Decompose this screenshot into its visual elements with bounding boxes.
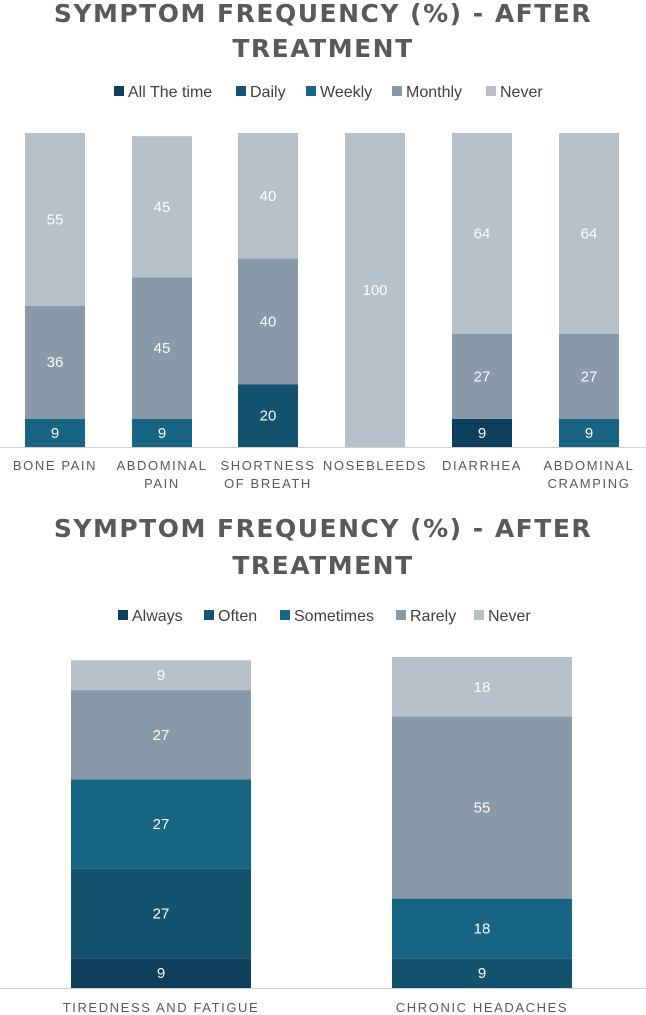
- legend-swatch: [118, 610, 128, 620]
- data-label: 18: [474, 679, 491, 696]
- legend-label: Rarely: [410, 608, 456, 625]
- category-label: TIREDNESS AND FATIGUE: [63, 1000, 260, 1015]
- bar-segment-monthly: [238, 258, 298, 385]
- bar-segment-never: [559, 133, 619, 334]
- bar-segment-never: [452, 133, 512, 334]
- legend-label: Sometimes: [294, 608, 374, 625]
- bar-segment-never: [392, 657, 572, 717]
- data-label: 9: [478, 965, 486, 982]
- chart-2-title-line-1: SYMPTOM FREQUENCY (%) - AFTER: [54, 514, 592, 543]
- bar-segment-sometimes: [71, 779, 251, 869]
- bar-segment-all-the-time: [452, 418, 512, 447]
- bar-segment-never: [25, 133, 85, 306]
- data-label: 9: [157, 667, 165, 684]
- data-label: 9: [585, 425, 593, 442]
- data-label: 27: [153, 906, 170, 923]
- category-label: CRAMPING: [548, 476, 631, 491]
- legend-swatch: [114, 86, 124, 96]
- bar-segment-never: [71, 660, 251, 691]
- data-label: 40: [260, 188, 277, 205]
- category-label: ABDOMINAL: [544, 458, 635, 473]
- legend-swatch: [280, 610, 290, 620]
- legend-label: Weekly: [320, 84, 372, 101]
- legend-swatch: [396, 610, 406, 620]
- data-label: 45: [154, 199, 171, 216]
- bar-segment-never: [345, 133, 405, 447]
- bar-segment-always: [71, 958, 251, 988]
- legend-label: Monthly: [406, 84, 462, 101]
- category-label: DIARRHEA: [442, 458, 522, 473]
- bar-segment-often: [392, 958, 572, 988]
- legend-item-never: Never: [486, 84, 543, 101]
- chart-1-title-line-1: SYMPTOM FREQUENCY (%) - AFTER: [54, 0, 592, 28]
- data-label: 100: [362, 282, 387, 299]
- legend-label: Often: [218, 608, 257, 625]
- legend-swatch: [306, 86, 316, 96]
- data-label: 27: [153, 816, 170, 833]
- data-label: 45: [154, 340, 171, 357]
- legend-item-sometimes: Sometimes: [280, 608, 374, 625]
- data-label: 64: [581, 225, 598, 242]
- data-label: 27: [581, 368, 598, 385]
- legend-item-never: Never: [474, 608, 531, 625]
- bar-segment-rarely: [392, 716, 572, 899]
- data-label: 36: [47, 354, 64, 371]
- legend-label: Daily: [250, 84, 286, 101]
- data-label: 55: [474, 800, 491, 817]
- data-label: 64: [474, 225, 491, 242]
- bar-segment-often: [71, 868, 251, 959]
- legend-swatch: [474, 610, 484, 620]
- bar-segment-never: [238, 133, 298, 259]
- legend-item-always: Always: [118, 608, 183, 625]
- bar-segment-weekly: [132, 418, 192, 447]
- legend-item-rarely: Rarely: [396, 608, 456, 625]
- legend-label: Always: [132, 608, 183, 625]
- legend-item-all-the-time: All The time: [114, 84, 212, 101]
- legend-swatch: [486, 86, 496, 96]
- data-label: 20: [260, 408, 277, 425]
- bar-segment-never: [132, 136, 192, 278]
- legend-item-daily: Daily: [236, 84, 286, 101]
- data-label: 9: [157, 965, 165, 982]
- legend-label: Never: [500, 84, 543, 101]
- chart-2-title-line-2: TREATMENT: [232, 551, 413, 580]
- data-label: 40: [260, 313, 277, 330]
- chart-1: SYMPTOM FREQUENCY (%) - AFTER TREATMENT Al…: [0, 0, 646, 491]
- data-label: 27: [153, 727, 170, 744]
- bar-segment-weekly: [559, 418, 619, 447]
- category-label: CHRONIC HEADACHES: [396, 1000, 568, 1015]
- category-label: ABDOMINAL: [117, 458, 208, 473]
- data-label: 9: [478, 425, 486, 442]
- data-label: 55: [47, 211, 64, 228]
- legend-label: All The time: [128, 84, 212, 101]
- legend-item-often: Often: [204, 608, 257, 625]
- bar-segment-sometimes: [392, 898, 572, 959]
- chart-1-title-line-2: TREATMENT: [232, 34, 413, 63]
- data-label: 18: [474, 920, 491, 937]
- bar-segment-monthly: [132, 277, 192, 419]
- category-label: BONE PAIN: [13, 458, 97, 473]
- bar-segment-monthly: [25, 305, 85, 419]
- data-label: 9: [51, 425, 59, 442]
- legend-item-weekly: Weekly: [306, 84, 372, 101]
- category-label: NOSEBLEEDS: [323, 458, 427, 473]
- legend-label: Never: [488, 608, 531, 625]
- data-label: 9: [158, 425, 166, 442]
- bar-segment-rarely: [71, 690, 251, 780]
- legend-swatch: [204, 610, 214, 620]
- legend-swatch: [392, 86, 402, 96]
- bar-segment-monthly: [452, 333, 512, 419]
- category-label: OF BREATH: [224, 476, 312, 491]
- bar-segment-monthly: [559, 333, 619, 419]
- legend-swatch: [236, 86, 246, 96]
- category-label: PAIN: [144, 476, 180, 491]
- category-label: SHORTNESS: [220, 458, 315, 473]
- chart-2: SYMPTOM FREQUENCY (%) - AFTER TREATMENT Al…: [0, 514, 646, 1015]
- legend-item-monthly: Monthly: [392, 84, 462, 101]
- data-label: 27: [474, 368, 491, 385]
- bar-segment-weekly: [25, 418, 85, 447]
- bar-segment-daily: [238, 384, 298, 447]
